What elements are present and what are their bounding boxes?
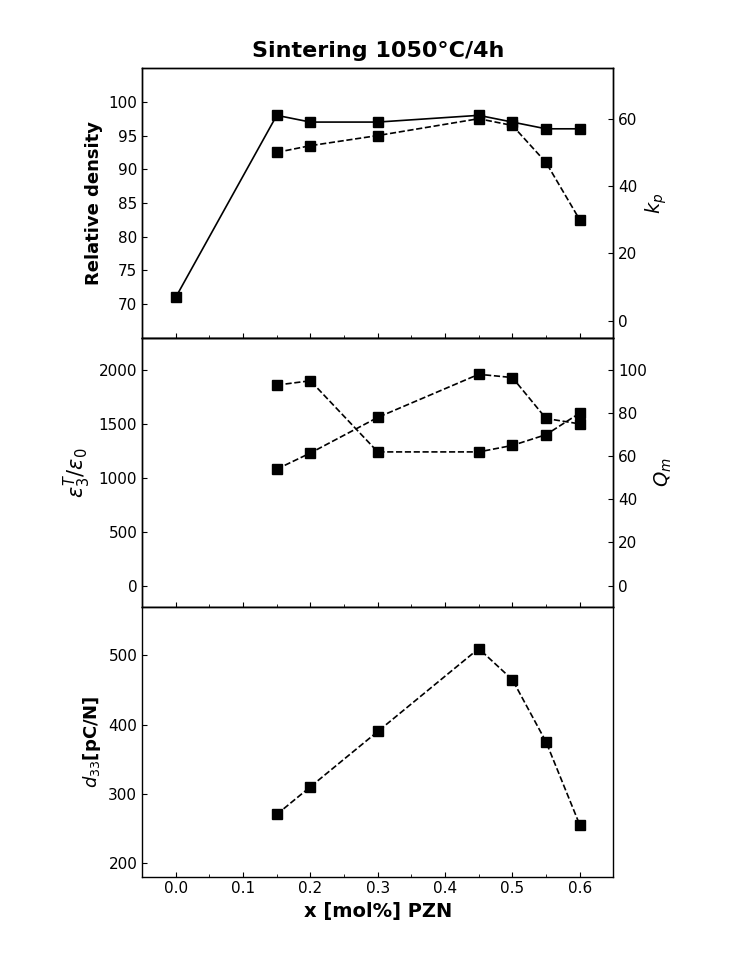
Y-axis label: $Q_m$: $Q_m$ xyxy=(653,458,674,487)
Y-axis label: $d_{33}$[pC/N]: $d_{33}$[pC/N] xyxy=(81,695,102,788)
Title: Sintering 1050°C/4h: Sintering 1050°C/4h xyxy=(251,41,504,61)
Y-axis label: $\varepsilon_3^T/\varepsilon_0$: $\varepsilon_3^T/\varepsilon_0$ xyxy=(62,447,94,498)
Y-axis label: $k_p$: $k_p$ xyxy=(643,192,669,213)
X-axis label: x [mol%] PZN: x [mol%] PZN xyxy=(304,902,452,921)
Y-axis label: Relative density: Relative density xyxy=(85,121,102,285)
